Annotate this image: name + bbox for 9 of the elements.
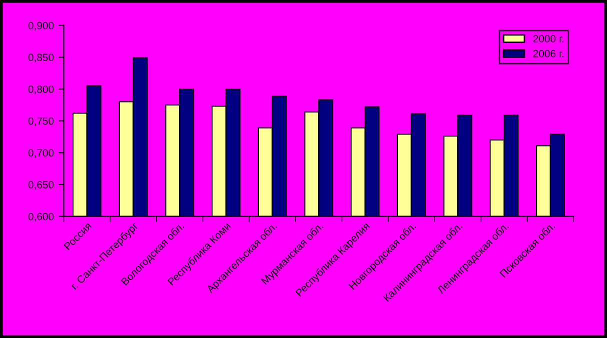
legend-label: 2006 г. [533, 50, 564, 58]
y-tick-label: 0,600 [28, 212, 54, 222]
y-tick-label: 0,650 [28, 180, 54, 190]
y-tick-label: 0,900 [28, 22, 54, 30]
y-tick-label: 0,700 [28, 149, 54, 158]
y-tick-label: 0,750 [28, 117, 54, 126]
y-tick-label: 0,800 [28, 86, 54, 94]
y-tick-label: 0,850 [28, 54, 54, 62]
legend-label: 2000 г. [533, 35, 564, 42]
